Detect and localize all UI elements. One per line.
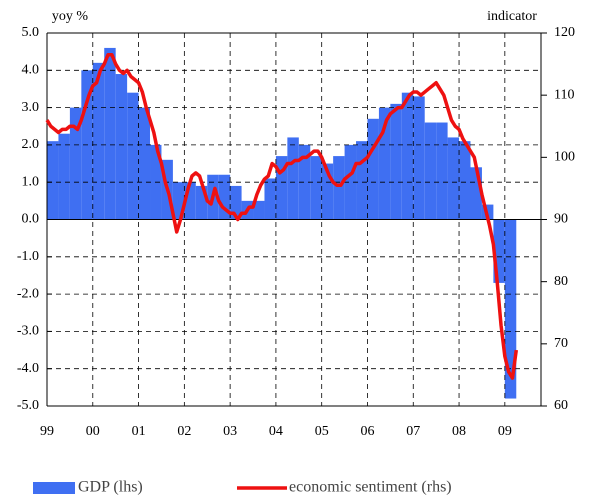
y2-tick-label: 120 <box>554 25 575 40</box>
bar <box>459 141 471 220</box>
bar <box>138 107 151 220</box>
bar <box>356 141 368 220</box>
bar <box>47 141 59 220</box>
bar <box>424 122 437 220</box>
bar <box>367 118 379 220</box>
bar <box>344 144 357 220</box>
y2-tick-label: 60 <box>554 398 568 413</box>
bar <box>115 74 128 220</box>
x-tick-label: 06 <box>360 424 374 439</box>
x-tick-label: 08 <box>452 424 466 439</box>
bar <box>184 182 196 220</box>
y-tick-label: -5.0 <box>17 398 39 413</box>
x-tick-label: 00 <box>86 424 100 439</box>
bar <box>195 185 208 220</box>
legend-swatch <box>33 482 75 494</box>
y-tick-label: -4.0 <box>17 361 39 376</box>
bar <box>333 156 345 220</box>
x-tick-label: 02 <box>177 424 191 439</box>
y-tick-label: 5.0 <box>22 25 40 40</box>
bar <box>58 133 70 220</box>
y2-tick-label: 110 <box>554 87 574 102</box>
bar <box>298 144 311 220</box>
bar <box>127 92 139 220</box>
bar <box>287 137 299 220</box>
bar <box>172 182 185 220</box>
bar <box>401 92 414 220</box>
bar <box>470 167 482 220</box>
bar <box>275 156 288 220</box>
bar <box>413 96 425 220</box>
x-tick-label: 05 <box>315 424 329 439</box>
legend-label: GDP (lhs) <box>78 479 143 496</box>
x-tick-label: 03 <box>223 424 237 439</box>
bar <box>69 107 82 220</box>
bar <box>378 107 391 220</box>
bar <box>92 62 105 220</box>
line <box>45 53 519 380</box>
y2-tick-label: 80 <box>554 274 568 289</box>
y2-axis-label: indicator <box>487 9 537 24</box>
y-tick-label: 1.0 <box>22 174 40 189</box>
y-tick-label: 4.0 <box>22 63 40 78</box>
bar <box>447 137 460 220</box>
bar <box>504 219 517 399</box>
bar <box>390 103 402 220</box>
y2-tick-label: 100 <box>554 150 575 165</box>
bar <box>493 219 505 283</box>
bar <box>436 122 448 220</box>
y-tick-label: -2.0 <box>17 286 39 301</box>
y2-tick-label: 70 <box>554 336 568 351</box>
bar <box>218 174 231 220</box>
bar <box>321 163 334 220</box>
x-tick-label: 99 <box>40 424 54 439</box>
x-tick-label: 07 <box>406 424 420 439</box>
x-tick-label: 01 <box>132 424 146 439</box>
y-tick-label: -3.0 <box>17 324 39 339</box>
y-tick-label: -1.0 <box>17 249 39 264</box>
x-tick-label: 04 <box>269 424 283 439</box>
bar <box>310 156 322 220</box>
bar <box>253 200 265 220</box>
legend-label: economic sentiment (rhs) <box>289 479 452 496</box>
x-tick-label: 09 <box>498 424 512 439</box>
y-tick-label: 0.0 <box>22 212 40 227</box>
y-tick-label: 3.0 <box>22 100 40 115</box>
bar <box>264 178 276 220</box>
y-axis-label: yoy % <box>52 9 89 24</box>
bar <box>104 47 116 220</box>
y-tick-label: 2.0 <box>22 137 40 152</box>
y2-tick-label: 90 <box>554 212 568 227</box>
bar <box>230 185 242 220</box>
